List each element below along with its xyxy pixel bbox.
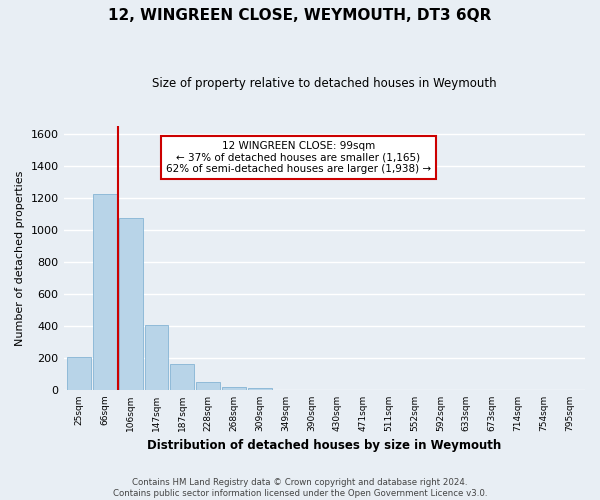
Bar	[222, 386, 246, 390]
Title: Size of property relative to detached houses in Weymouth: Size of property relative to detached ho…	[152, 78, 497, 90]
Bar	[145, 325, 169, 390]
Text: Contains HM Land Registry data © Crown copyright and database right 2024.
Contai: Contains HM Land Registry data © Crown c…	[113, 478, 487, 498]
Bar	[248, 388, 272, 390]
Bar	[67, 357, 91, 390]
Text: 12 WINGREEN CLOSE: 99sqm
← 37% of detached houses are smaller (1,165)
62% of sem: 12 WINGREEN CLOSE: 99sqm ← 37% of detach…	[166, 141, 431, 174]
Bar	[93, 194, 117, 390]
Bar	[119, 218, 143, 390]
Bar	[170, 364, 194, 390]
Bar	[196, 382, 220, 390]
Text: 12, WINGREEN CLOSE, WEYMOUTH, DT3 6QR: 12, WINGREEN CLOSE, WEYMOUTH, DT3 6QR	[109, 8, 491, 22]
Y-axis label: Number of detached properties: Number of detached properties	[15, 170, 25, 346]
X-axis label: Distribution of detached houses by size in Weymouth: Distribution of detached houses by size …	[147, 440, 502, 452]
